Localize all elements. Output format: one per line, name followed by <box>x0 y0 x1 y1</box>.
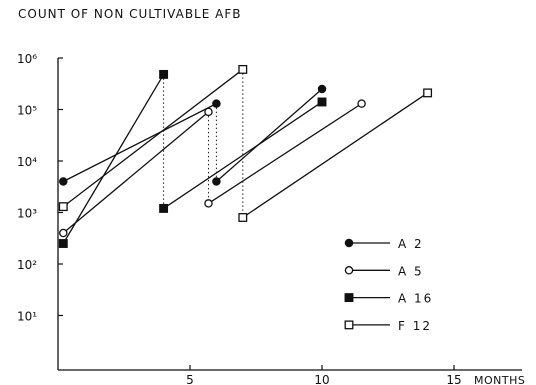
data-point <box>238 213 248 222</box>
y-tick-label: 10⁴ <box>17 155 37 169</box>
series-line <box>242 92 428 219</box>
data-point <box>59 228 68 238</box>
legend-label: F 12 <box>398 319 432 333</box>
series-markers <box>58 64 433 248</box>
data-point <box>317 97 327 107</box>
data-point <box>212 177 221 186</box>
legend: A 2 A 5 A 16 F 12 <box>344 237 433 333</box>
x-axis-label: MONTHS <box>474 374 525 385</box>
x-tick-label: 10 <box>314 373 329 385</box>
data-point <box>423 88 433 98</box>
legend-marker <box>344 293 354 303</box>
series-line <box>163 101 323 209</box>
data-point <box>159 69 169 79</box>
data-point <box>59 177 68 186</box>
x-tick-label: 5 <box>186 373 194 385</box>
data-point <box>317 84 327 94</box>
y-ticks: 10¹ 10² 10³ 10⁴ 10⁵ 10⁶ <box>17 52 63 324</box>
legend-marker <box>344 266 354 275</box>
y-tick-label: 10⁵ <box>17 104 37 118</box>
data-point <box>212 99 221 108</box>
data-point <box>357 99 366 108</box>
legend-marker <box>344 320 354 330</box>
data-point <box>204 199 213 208</box>
legend-label: A 16 <box>398 292 433 306</box>
data-point <box>58 202 68 212</box>
y-tick-label: 10² <box>17 258 37 272</box>
series-line <box>215 88 323 182</box>
data-point <box>159 203 169 213</box>
y-tick-label: 10¹ <box>17 310 37 324</box>
series-line <box>62 68 244 208</box>
series-line <box>62 111 209 234</box>
dotted-drop-lines <box>163 69 244 218</box>
data-point <box>204 107 213 117</box>
data-point <box>58 239 68 248</box>
legend-label: A 5 <box>398 264 424 278</box>
y-tick-label: 10³ <box>17 207 37 221</box>
y-tick-label: 10⁶ <box>17 52 37 66</box>
legend-marker <box>344 238 354 248</box>
legend-label: A 2 <box>398 237 424 251</box>
series-lines <box>62 68 428 244</box>
x-ticks: 5 10 15 <box>186 365 462 385</box>
x-tick-label: 15 <box>446 373 461 385</box>
series-line <box>62 103 217 183</box>
chart-title: COUNT OF NON CULTIVABLE AFB <box>18 7 241 21</box>
data-point <box>238 64 248 74</box>
series-line <box>62 74 165 244</box>
series-line <box>208 103 362 204</box>
